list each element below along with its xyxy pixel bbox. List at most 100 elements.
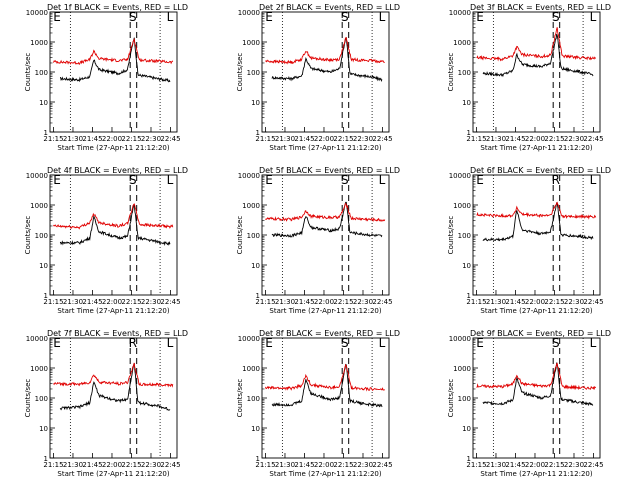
y-tick-label: 1000 bbox=[453, 202, 471, 210]
x-tick-label: 21:15 bbox=[255, 135, 275, 143]
marker-label: E bbox=[53, 10, 61, 24]
x-tick-label: 22:15 bbox=[121, 135, 141, 143]
x-tick-label: 21:15 bbox=[466, 461, 486, 469]
x-tick-label: 22:15 bbox=[544, 135, 564, 143]
x-tick-label: 21:15 bbox=[255, 461, 275, 469]
panel-title: Det 9f BLACK = Events, RED = LLD bbox=[470, 329, 611, 338]
y-tick-label: 1 bbox=[44, 292, 48, 300]
x-axis-label: Start Time (27-Apr-11 21:12:20) bbox=[480, 307, 592, 315]
x-tick-label: 21:45 bbox=[294, 135, 314, 143]
marker-label: S bbox=[341, 336, 349, 350]
lld-series-line bbox=[476, 362, 597, 391]
y-tick-label: 100 bbox=[247, 232, 260, 240]
x-axis-label: Start Time (27-Apr-11 21:12:20) bbox=[57, 470, 169, 478]
x-tick-label: 21:30 bbox=[486, 135, 506, 143]
y-axis-label: Counts/sec bbox=[447, 53, 455, 92]
y-tick-label: 10 bbox=[39, 99, 48, 107]
y-axis-label: Counts/sec bbox=[24, 379, 32, 418]
x-tick-label: 21:30 bbox=[63, 135, 83, 143]
x-tick-label: 22:00 bbox=[102, 461, 122, 469]
x-axis-label: Start Time (27-Apr-11 21:12:20) bbox=[57, 144, 169, 152]
marker-label: E bbox=[53, 336, 61, 350]
marker-label: R bbox=[129, 336, 137, 350]
x-tick-label: 22:00 bbox=[102, 298, 122, 306]
marker-label: E bbox=[476, 336, 484, 350]
x-axis-label: Start Time (27-Apr-11 21:12:20) bbox=[480, 144, 592, 152]
y-tick-label: 10000 bbox=[238, 9, 260, 17]
marker-label: L bbox=[379, 10, 386, 24]
y-axis-label: Counts/sec bbox=[236, 53, 244, 92]
marker-label: S bbox=[341, 173, 349, 187]
x-tick-label: 21:45 bbox=[82, 298, 102, 306]
marker-label: S bbox=[129, 173, 137, 187]
y-tick-label: 10 bbox=[462, 425, 471, 433]
events-series-line bbox=[271, 37, 383, 83]
y-tick-label: 10 bbox=[251, 99, 260, 107]
lld-series-line bbox=[53, 203, 174, 230]
x-axis-label: Start Time (27-Apr-11 21:12:20) bbox=[269, 307, 381, 315]
y-tick-label: 1000 bbox=[453, 365, 471, 373]
y-tick-label: 10 bbox=[39, 262, 48, 270]
y-tick-label: 10 bbox=[251, 262, 260, 270]
panel-title: Det 8f BLACK = Events, RED = LLD bbox=[259, 329, 400, 338]
x-tick-label: 22:45 bbox=[372, 461, 392, 469]
marker-label: R bbox=[552, 173, 560, 187]
y-tick-label: 1000 bbox=[30, 202, 48, 210]
x-tick-label: 21:30 bbox=[63, 298, 83, 306]
panel-title: Det 7f BLACK = Events, RED = LLD bbox=[47, 329, 188, 338]
marker-label: L bbox=[590, 173, 597, 187]
marker-label: E bbox=[265, 10, 273, 24]
x-tick-label: 22:15 bbox=[333, 461, 353, 469]
y-tick-label: 10000 bbox=[449, 172, 471, 180]
y-tick-label: 10 bbox=[462, 262, 471, 270]
x-tick-label: 21:45 bbox=[82, 135, 102, 143]
x-axis-label: Start Time (27-Apr-11 21:12:20) bbox=[269, 144, 381, 152]
marker-label: L bbox=[590, 10, 597, 24]
marker-label: E bbox=[53, 173, 61, 187]
y-tick-label: 1 bbox=[467, 292, 471, 300]
x-tick-label: 22:15 bbox=[333, 135, 353, 143]
y-axis-label: Counts/sec bbox=[24, 53, 32, 92]
x-tick-label: 22:00 bbox=[102, 135, 122, 143]
x-tick-label: 21:30 bbox=[275, 135, 295, 143]
marker-label: L bbox=[167, 10, 174, 24]
x-tick-label: 22:30 bbox=[141, 461, 161, 469]
x-tick-label: 22:45 bbox=[160, 135, 180, 143]
y-tick-label: 100 bbox=[35, 232, 48, 240]
x-tick-label: 21:45 bbox=[505, 135, 525, 143]
y-tick-label: 1000 bbox=[242, 365, 260, 373]
x-axis-label: Start Time (27-Apr-11 21:12:20) bbox=[57, 307, 169, 315]
plot-frame bbox=[472, 337, 601, 459]
y-tick-label: 10000 bbox=[449, 335, 471, 343]
x-axis-label: Start Time (27-Apr-11 21:12:20) bbox=[480, 470, 592, 478]
y-tick-label: 1000 bbox=[242, 39, 260, 47]
x-tick-label: 22:45 bbox=[372, 135, 392, 143]
y-tick-label: 10000 bbox=[238, 172, 260, 180]
x-tick-label: 21:15 bbox=[466, 135, 486, 143]
x-tick-label: 21:45 bbox=[82, 461, 102, 469]
lld-series-line bbox=[265, 37, 385, 65]
lld-series-line bbox=[265, 363, 385, 392]
panel-title: Det 6f BLACK = Events, RED = LLD bbox=[470, 166, 611, 175]
x-tick-label: 21:30 bbox=[486, 298, 506, 306]
events-series-line bbox=[271, 363, 383, 408]
x-tick-label: 22:45 bbox=[160, 298, 180, 306]
y-tick-label: 10000 bbox=[26, 335, 48, 343]
y-tick-label: 10000 bbox=[449, 9, 471, 17]
x-tick-label: 21:15 bbox=[466, 298, 486, 306]
panel-title: Det 1f BLACK = Events, RED = LLD bbox=[47, 3, 188, 12]
plot-frame bbox=[261, 174, 390, 296]
x-tick-label: 22:00 bbox=[314, 135, 334, 143]
lld-series-line bbox=[53, 362, 174, 388]
y-tick-label: 1 bbox=[44, 129, 48, 137]
x-tick-label: 22:15 bbox=[121, 461, 141, 469]
x-tick-label: 21:30 bbox=[486, 461, 506, 469]
marker-label: L bbox=[590, 336, 597, 350]
marker-label: L bbox=[167, 173, 174, 187]
